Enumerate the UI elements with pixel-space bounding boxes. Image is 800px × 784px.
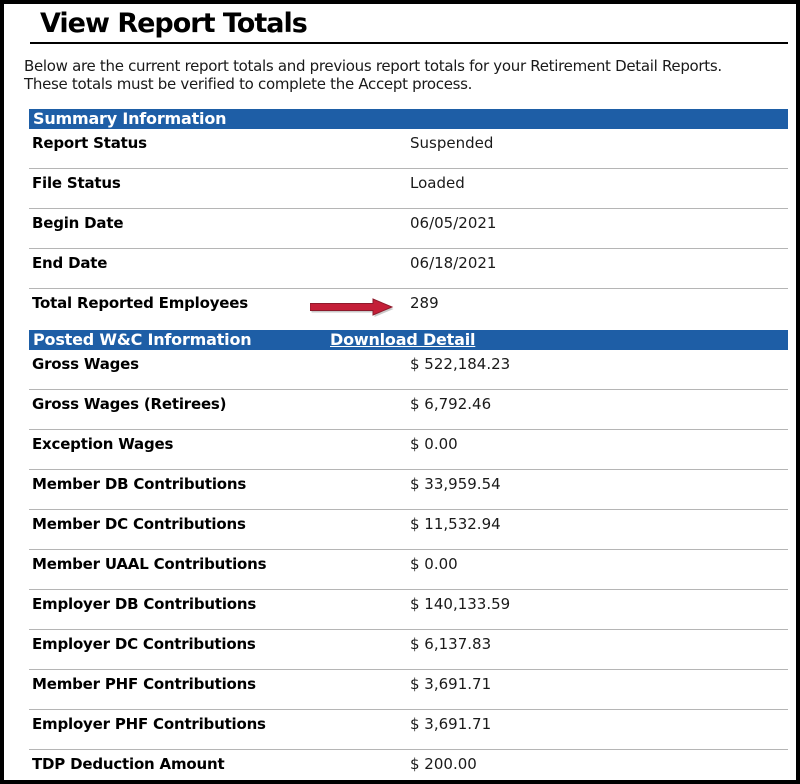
row-value: 06/05/2021 — [410, 214, 497, 232]
table-row-member-db-contributions: Member DB Contributions $ 33,959.54 — [29, 470, 788, 510]
table-row-tdp-deduction-amount: TDP Deduction Amount $ 200.00 — [29, 750, 788, 780]
row-value: Suspended — [410, 134, 494, 152]
row-label: File Status — [32, 174, 121, 192]
table-row-end-date: End Date 06/18/2021 — [29, 249, 788, 289]
row-value: $ 140,133.59 — [410, 595, 511, 613]
intro-line-2: These totals must be verified to complet… — [24, 75, 473, 93]
row-label: Employer PHF Contributions — [32, 715, 266, 733]
row-value: $ 200.00 — [410, 755, 477, 773]
row-label: Total Reported Employees — [32, 294, 248, 312]
table-row-member-phf-contributions: Member PHF Contributions $ 3,691.71 — [29, 670, 788, 710]
row-value-total-employees: 289 — [410, 294, 439, 312]
row-label: TDP Deduction Amount — [32, 755, 225, 773]
row-label: End Date — [32, 254, 108, 272]
summary-section-heading: Summary Information — [33, 109, 227, 128]
table-row-employer-phf-contributions: Employer PHF Contributions $ 3,691.71 — [29, 710, 788, 750]
row-value: $ 3,691.71 — [410, 715, 492, 733]
row-value: $ 33,959.54 — [410, 475, 501, 493]
row-value: $ 0.00 — [410, 435, 458, 453]
row-label: Report Status — [32, 134, 147, 152]
intro-text: Below are the current report totals and … — [24, 57, 792, 93]
download-detail-link[interactable]: Download Detail — [330, 330, 476, 349]
row-label: Member UAAL Contributions — [32, 555, 267, 573]
table-row-exception-wages: Exception Wages $ 0.00 — [29, 430, 788, 470]
page-title: View Report Totals — [40, 8, 308, 39]
row-value: $ 6,792.46 — [410, 395, 492, 413]
posted-wc-rows: Gross Wages $ 522,184.23 Gross Wages (Re… — [29, 350, 788, 780]
row-value: 06/18/2021 — [410, 254, 497, 272]
row-label: Member DB Contributions — [32, 475, 247, 493]
row-label: Employer DB Contributions — [32, 595, 257, 613]
row-value: $ 6,137.83 — [410, 635, 492, 653]
table-row-gross-wages: Gross Wages $ 522,184.23 — [29, 350, 788, 390]
title-divider — [30, 42, 788, 44]
row-value: $ 3,691.71 — [410, 675, 492, 693]
row-value: $ 11,532.94 — [410, 515, 501, 533]
table-row-gross-wages-retirees: Gross Wages (Retirees) $ 6,792.46 — [29, 390, 788, 430]
row-label: Employer DC Contributions — [32, 635, 256, 653]
report-sections: Summary Information Report Status Suspen… — [29, 109, 788, 780]
row-label: Member DC Contributions — [32, 515, 246, 533]
table-row-report-status: Report Status Suspended — [29, 129, 788, 169]
posted-wc-section-heading: Posted W&C Information — [33, 330, 252, 349]
summary-section-header: Summary Information — [29, 109, 788, 129]
row-label: Exception Wages — [32, 435, 174, 453]
row-value: $ 0.00 — [410, 555, 458, 573]
table-row-employer-dc-contributions: Employer DC Contributions $ 6,137.83 — [29, 630, 788, 670]
row-label: Gross Wages — [32, 355, 139, 373]
table-row-member-dc-contributions: Member DC Contributions $ 11,532.94 — [29, 510, 788, 550]
posted-wc-section-header: Posted W&C Information Download Detail — [29, 330, 788, 350]
red-arrow-right-icon — [309, 297, 394, 317]
table-row-total-reported-employees: Total Reported Employees 289 — [29, 289, 788, 329]
row-label: Member PHF Contributions — [32, 675, 256, 693]
table-row-begin-date: Begin Date 06/05/2021 — [29, 209, 788, 249]
table-row-member-uaal-contributions: Member UAAL Contributions $ 0.00 — [29, 550, 788, 590]
table-row-file-status: File Status Loaded — [29, 169, 788, 209]
summary-rows: Report Status Suspended File Status Load… — [29, 129, 788, 329]
row-label: Begin Date — [32, 214, 124, 232]
row-label: Gross Wages (Retirees) — [32, 395, 227, 413]
intro-line-1: Below are the current report totals and … — [24, 57, 722, 75]
row-value: Loaded — [410, 174, 465, 192]
row-value: $ 522,184.23 — [410, 355, 511, 373]
table-row-employer-db-contributions: Employer DB Contributions $ 140,133.59 — [29, 590, 788, 630]
